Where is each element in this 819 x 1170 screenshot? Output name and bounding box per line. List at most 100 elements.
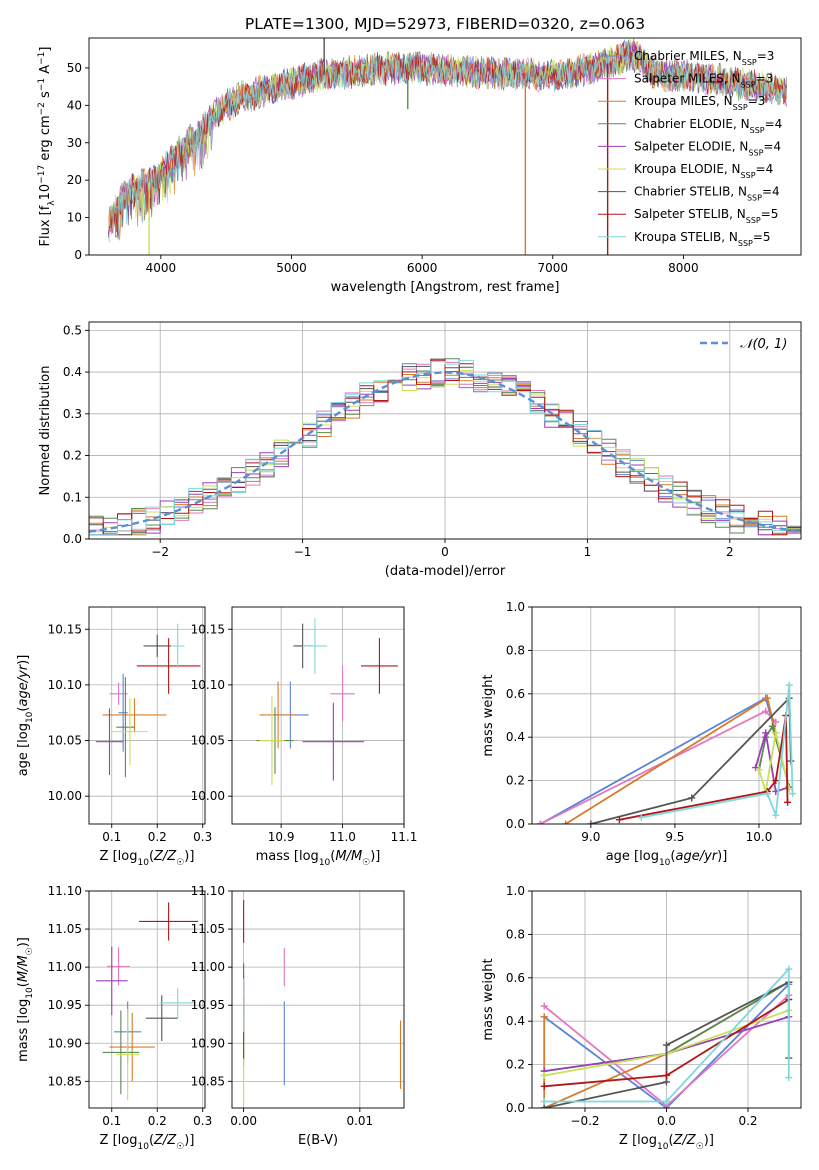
weight-marker (762, 707, 770, 715)
y-tick-label: 0.0 (506, 1101, 525, 1115)
axes-massweight_vs_Z: −0.2 0.0 0.2 0.0 0.2 0.4 0.6 0.8 1.0 Z [log10(Z/Z… (481, 884, 802, 1152)
errorbar-kroupa-elodie (259, 696, 285, 786)
plot-area-spectrum (108, 38, 787, 255)
spectrum-legend: Chabrier MILES, NSSP=3 Salpeter MILES, NS… (598, 49, 782, 247)
x-axis-label: Z [log10(Z/Z☉)] (619, 1133, 714, 1152)
y-tick-label: 10.90 (191, 1036, 225, 1050)
y-tick-label: 10.95 (191, 998, 225, 1012)
y-tick-label: 10.85 (191, 1074, 225, 1088)
y-tick-label: 10.95 (48, 998, 82, 1012)
y-tick-label: 10.10 (191, 678, 225, 692)
x-tick-label: 9.0 (581, 830, 600, 844)
y-tick-label: 10 (67, 211, 82, 225)
x-axis-label: wavelength [Angstrom, rest frame] (331, 280, 560, 295)
errorbar-chabrier-elodie (102, 1010, 140, 1095)
plot-area-mass_vs_Z (95, 902, 199, 1101)
y-tick-label: 50 (67, 61, 82, 75)
y-tick-label: 10.05 (48, 734, 82, 748)
weight-marker (540, 1104, 548, 1108)
y-tick-label: 0.2 (506, 1058, 525, 1072)
weight-marker (785, 681, 793, 689)
axes-frame (531, 606, 802, 825)
weight-marker (536, 820, 544, 824)
y-tick-label: 11.10 (48, 884, 82, 898)
y-tick-label: 40 (67, 98, 82, 112)
legend-label: Kroupa ELODIE, NSSP=4 (634, 162, 773, 180)
weight-marker (540, 1002, 548, 1010)
y-tick-label: 10.15 (191, 622, 225, 636)
weight-marker (637, 813, 645, 821)
y-tick-label: 11.10 (191, 884, 225, 898)
errorbar-salpeter-elodie (302, 702, 365, 781)
y-tick-label: 0.4 (506, 1014, 525, 1028)
legend-label: Chabrier MILES, NSSP=3 (634, 49, 774, 67)
legend-label: Chabrier STELIB, NSSP=4 (634, 185, 780, 203)
weight-series-kroupa-stelib (637, 681, 797, 821)
y-tick-label: 10.90 (48, 1036, 82, 1050)
y-axis-label: Flux [fλ10−17 erg cm−2 s−1 A−1] (37, 47, 57, 247)
x-tick-label: 0 (441, 545, 449, 559)
axes-frame (231, 890, 405, 1109)
axes-mass_vs_EBV: 0.00 0.01 10.85 10.90 10.95 11.00 11.05 11.10 E(… (191, 884, 405, 1148)
y-tick-label: 0.0 (63, 532, 82, 546)
errorbar-salpeter-stelib (361, 638, 398, 694)
x-tick-label: 0.3 (193, 830, 212, 844)
weight-series-kroupa-stelib (540, 965, 793, 1105)
y-tick-label: 30 (67, 136, 82, 150)
y-tick-label: 1.0 (506, 884, 525, 898)
axes-residuals: −2 −1 0 1 2 0.0 0.1 0.2 0.3 0.4 0.5 𝒩(0, 1) (data-mo… (38, 321, 802, 579)
y-tick-label: 11.05 (48, 922, 82, 936)
y-tick-label: 10.10 (48, 678, 82, 692)
x-tick-label: 10.0 (746, 830, 773, 844)
y-axis-label: Normed distribution (38, 366, 53, 496)
x-tick-label: 4000 (146, 261, 177, 275)
weight-marker (663, 1097, 670, 1105)
plot-area-massweight_vs_Z (540, 965, 793, 1108)
x-tick-label: 0.00 (230, 1114, 257, 1128)
y-tick-label: 0.1 (63, 490, 82, 504)
y-axis-label: mass [log10(M/M☉)] (16, 937, 35, 1062)
x-axis-label: age [log10(age/yr)] (606, 849, 728, 868)
x-tick-label: −1 (294, 545, 312, 559)
y-tick-label: 0.3 (63, 407, 82, 421)
weight-marker (688, 794, 696, 802)
y-tick-label: 0.4 (63, 365, 82, 379)
errorbar-chabrier-elodie (116, 677, 135, 778)
x-axis-label: Z [log10(Z/Z☉)] (100, 1133, 195, 1152)
errorbar-salpeter-elodie (95, 946, 128, 1016)
errorbar-salpeter-miles (107, 947, 130, 986)
x-tick-label: 7000 (538, 261, 569, 275)
x-tick-label: 0.2 (738, 1114, 757, 1128)
axes-frame (88, 37, 802, 256)
x-tick-label: −2 (151, 545, 169, 559)
y-tick-label: 11.00 (191, 960, 225, 974)
x-tick-label: 0.0 (657, 1114, 676, 1128)
grid-age_vs_Z (89, 607, 205, 824)
errorbar-salpeter-stelib (136, 638, 201, 694)
errorbar-kroupa-elodie (111, 698, 149, 766)
axes-frame (88, 606, 206, 825)
weight-marker (772, 777, 780, 785)
y-tick-label: 10.85 (48, 1074, 82, 1088)
x-tick-label: 0.2 (148, 830, 167, 844)
x-tick-label: 5000 (276, 261, 307, 275)
weight-marker (755, 766, 763, 774)
histogram-salpeter-stelib (89, 359, 801, 536)
y-axis-label: mass weight (481, 958, 496, 1040)
weight-marker (663, 1071, 670, 1079)
spectrum-line-kroupa-stelib (108, 43, 787, 239)
errorbar-salpeter-stelib (139, 902, 199, 941)
errorbar-kroupa-miles (102, 698, 167, 732)
x-tick-label: 8000 (668, 261, 699, 275)
y-axis-label: mass weight (481, 674, 496, 756)
legend-label: Kroupa MILES, NSSP=3 (634, 94, 765, 112)
figure-title: PLATE=1300, MJD=52973, FIBERID=0320, z=0… (245, 15, 645, 33)
legend-label: Salpeter STELIB, NSSP=5 (634, 207, 778, 225)
weight-marker (768, 722, 776, 730)
weight-marker (785, 965, 793, 973)
weight-marker (785, 1074, 793, 1082)
x-axis-label: E(B-V) (298, 1133, 338, 1148)
errorbar-chabrier-miles (118, 673, 128, 752)
gaussian-reference-curve (89, 371, 799, 533)
